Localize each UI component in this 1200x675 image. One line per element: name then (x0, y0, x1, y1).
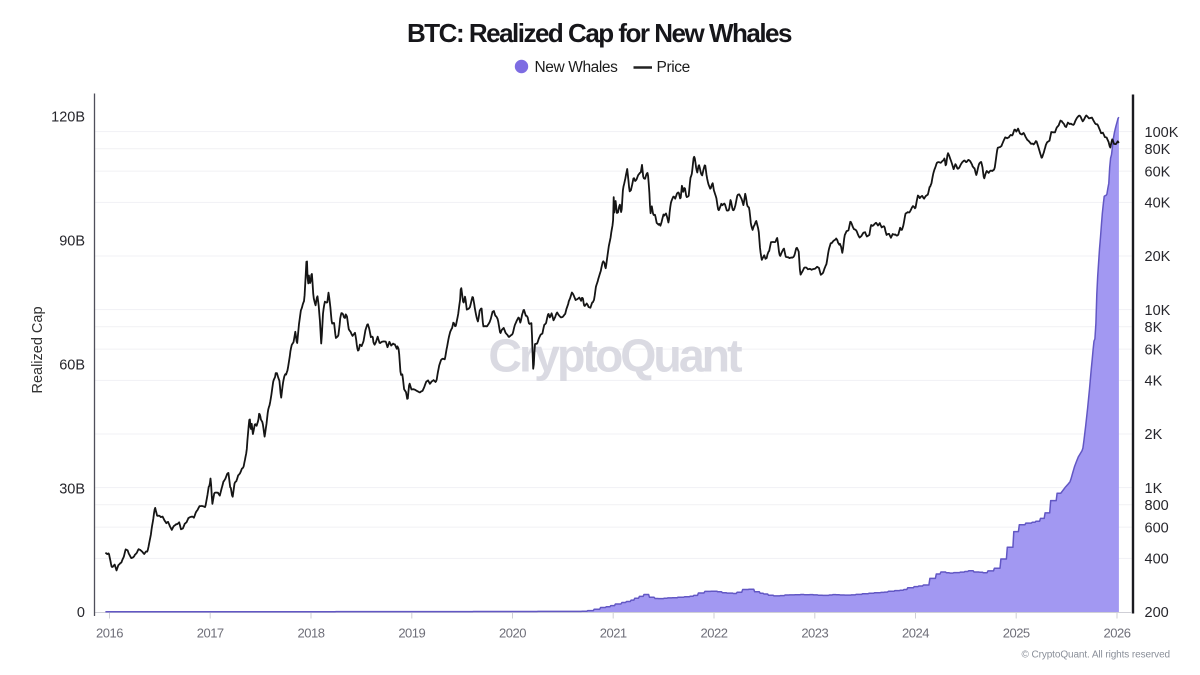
svg-text:60K: 60K (1145, 164, 1171, 180)
svg-text:2026: 2026 (1104, 626, 1131, 641)
svg-text:100K: 100K (1145, 125, 1179, 141)
svg-text:60B: 60B (59, 358, 85, 374)
svg-text:2018: 2018 (298, 626, 325, 641)
svg-text:2K: 2K (1145, 427, 1163, 443)
svg-text:8K: 8K (1145, 320, 1163, 336)
svg-text:2017: 2017 (197, 626, 224, 641)
svg-text:30B: 30B (59, 481, 85, 497)
svg-text:2019: 2019 (398, 626, 425, 641)
svg-text:2016: 2016 (96, 626, 123, 641)
svg-text:4K: 4K (1145, 374, 1163, 390)
svg-text:400: 400 (1145, 552, 1169, 568)
svg-text:© CryptoQuant. All rights rese: © CryptoQuant. All rights reserved (1022, 650, 1170, 661)
svg-text:New Whales: New Whales (535, 59, 619, 76)
svg-text:0: 0 (77, 605, 85, 621)
svg-text:2025: 2025 (1003, 626, 1030, 641)
svg-text:2020: 2020 (499, 626, 526, 641)
svg-text:800: 800 (1145, 498, 1169, 514)
svg-text:Realized Cap: Realized Cap (30, 306, 46, 393)
svg-text:2023: 2023 (801, 626, 828, 641)
svg-text:2021: 2021 (600, 626, 627, 641)
svg-text:40K: 40K (1145, 196, 1171, 212)
svg-text:20K: 20K (1145, 249, 1171, 265)
svg-text:200: 200 (1145, 605, 1169, 621)
svg-text:Price: Price (657, 59, 690, 76)
svg-text:CryptoQuant: CryptoQuant (488, 330, 742, 382)
svg-text:10K: 10K (1145, 303, 1171, 319)
svg-text:2024: 2024 (902, 626, 929, 641)
svg-text:BTC: Realized Cap for New Whal: BTC: Realized Cap for New Whales (407, 18, 792, 48)
svg-text:1K: 1K (1145, 481, 1163, 497)
svg-text:600: 600 (1145, 520, 1169, 536)
svg-text:80K: 80K (1145, 142, 1171, 158)
svg-text:2022: 2022 (701, 626, 728, 641)
svg-text:90B: 90B (59, 234, 85, 250)
svg-text:120B: 120B (51, 110, 85, 126)
svg-text:6K: 6K (1145, 342, 1163, 358)
